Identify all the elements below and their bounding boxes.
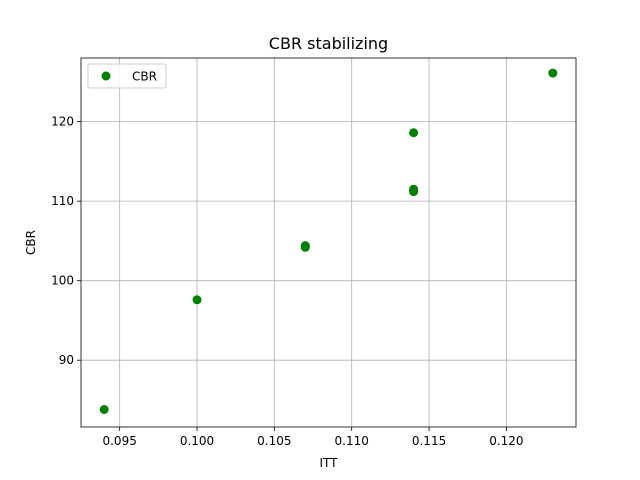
data-point [409,128,419,138]
x-tick-label: 0.100 [180,434,214,448]
x-tick-label: 0.110 [335,434,369,448]
data-points [99,68,558,415]
plot-area [81,58,576,427]
y-tick-label: 120 [51,115,74,129]
x-tick-label: 0.105 [257,434,291,448]
y-axis-label: CBR [24,230,38,255]
x-axis-label: ITT [320,456,339,470]
legend-label: CBR [132,70,157,84]
plot-frame [80,57,577,428]
y-tick-label: 100 [51,274,74,288]
axis-ticks: 0.095 0.100 0.105 0.110 0.115 0.120 90 100 110 12… [51,115,523,448]
y-tick-label: 110 [51,194,74,208]
legend: CBR [87,63,167,89]
data-point [192,295,202,305]
legend-marker [101,71,111,81]
chart-title: CBR stabilizing [269,34,388,53]
x-tick-label: 0.120 [489,434,523,448]
x-tick-label: 0.095 [102,434,136,448]
data-point [300,241,310,251]
legend-box [87,63,167,89]
data-point [548,68,558,78]
grid-lines [81,58,576,427]
y-tick-label: 90 [59,353,74,367]
data-point [99,405,109,415]
data-point [409,184,419,194]
x-tick-label: 0.115 [412,434,446,448]
